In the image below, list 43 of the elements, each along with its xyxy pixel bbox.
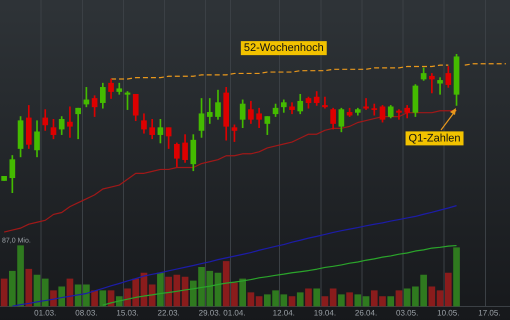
bar (453, 247, 460, 306)
bar (66, 278, 74, 306)
x-tick-label: 01.03. (34, 308, 56, 318)
bar (182, 276, 188, 306)
bar (108, 290, 114, 306)
x-tick-label: 01.04. (223, 308, 246, 318)
x-tick-label: 19.04. (314, 308, 336, 318)
candlestick (363, 98, 369, 110)
bar (313, 288, 320, 306)
bar (428, 286, 436, 306)
x-tick-label: 08.03. (75, 308, 98, 318)
bar (322, 296, 328, 306)
bar (25, 268, 32, 306)
x-tick-label: 29.03. (198, 308, 221, 318)
candlestick (232, 124, 238, 142)
bar (50, 290, 57, 306)
bar (239, 278, 246, 306)
x-tick-label: 12.04. (272, 308, 295, 318)
bar (288, 296, 296, 306)
x-tick-label: 26.04. (354, 308, 378, 318)
bar (157, 272, 164, 306)
x-tick-label: 22.03. (158, 308, 180, 318)
bar (305, 288, 312, 306)
bar (338, 294, 345, 306)
candlestick (124, 91, 130, 110)
x-tick-label: 10.05. (437, 308, 460, 318)
candlestick (396, 109, 402, 120)
bar (296, 292, 304, 306)
series-label: 52-Wochenhoch (244, 42, 324, 54)
x-tick-label: 15.03. (116, 308, 139, 318)
bar (330, 288, 336, 306)
bar (99, 290, 106, 306)
bar (420, 274, 427, 306)
bar (256, 296, 262, 306)
x-tick-label: 03.05. (396, 308, 418, 318)
bar (396, 290, 402, 306)
bar (248, 292, 254, 306)
annotation: Q1-Zahlen (408, 132, 461, 144)
x-tick-label: 17.05. (478, 308, 501, 318)
bar (58, 286, 66, 306)
bar (0, 278, 8, 306)
bar (387, 296, 394, 306)
bar (346, 292, 353, 306)
